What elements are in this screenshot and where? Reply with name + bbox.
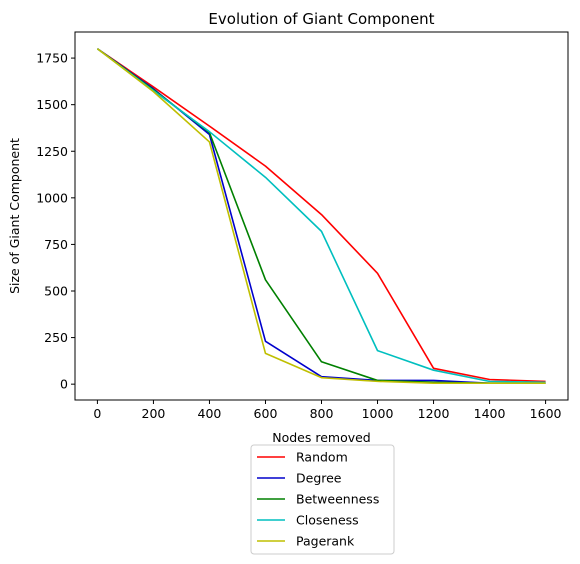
y-axis: 0 250 500 750 1000 1250 1500 1750 xyxy=(36,51,75,392)
x-tick-label: 400 xyxy=(198,406,222,421)
y-axis-label: Size of Giant Component xyxy=(7,138,22,294)
legend-label-betweenness: Betweenness xyxy=(296,492,379,507)
legend: Random Degree Betweenness Closeness Pagerank xyxy=(250,444,395,555)
y-tick-label: 250 xyxy=(44,330,68,345)
legend-box xyxy=(250,444,395,555)
x-axis: 0 200 400 600 800 1000 1200 1400 1600 xyxy=(93,400,562,421)
y-tick-label: 0 xyxy=(60,377,68,392)
y-tick-label: 1500 xyxy=(36,97,68,112)
x-tick-label: 200 xyxy=(142,406,166,421)
y-tick-label: 1250 xyxy=(36,144,68,159)
series-line-closeness xyxy=(96,48,546,384)
legend-label-random: Random xyxy=(296,450,348,465)
legend-label-pagerank: Pagerank xyxy=(296,534,355,549)
x-tick-label: 1400 xyxy=(474,406,506,421)
x-tick-label: 1200 xyxy=(418,406,450,421)
x-tick-label: 1000 xyxy=(362,406,394,421)
y-tick-label: 1750 xyxy=(36,51,68,66)
x-tick-label: 800 xyxy=(310,406,334,421)
series-line-random xyxy=(96,48,546,383)
plot-lines xyxy=(96,48,546,385)
y-tick-label: 750 xyxy=(44,237,68,252)
x-tick-label: 1600 xyxy=(530,406,562,421)
x-axis-label: Nodes removed xyxy=(272,430,371,445)
chart-title: Evolution of Giant Component xyxy=(208,10,434,28)
series-line-pagerank xyxy=(96,48,546,385)
x-tick-label: 600 xyxy=(254,406,278,421)
legend-label-closeness: Closeness xyxy=(296,513,359,528)
y-tick-label: 500 xyxy=(44,283,68,298)
legend-label-degree: Degree xyxy=(296,471,342,486)
y-tick-label: 1000 xyxy=(36,190,68,205)
x-tick-label: 0 xyxy=(93,406,101,421)
